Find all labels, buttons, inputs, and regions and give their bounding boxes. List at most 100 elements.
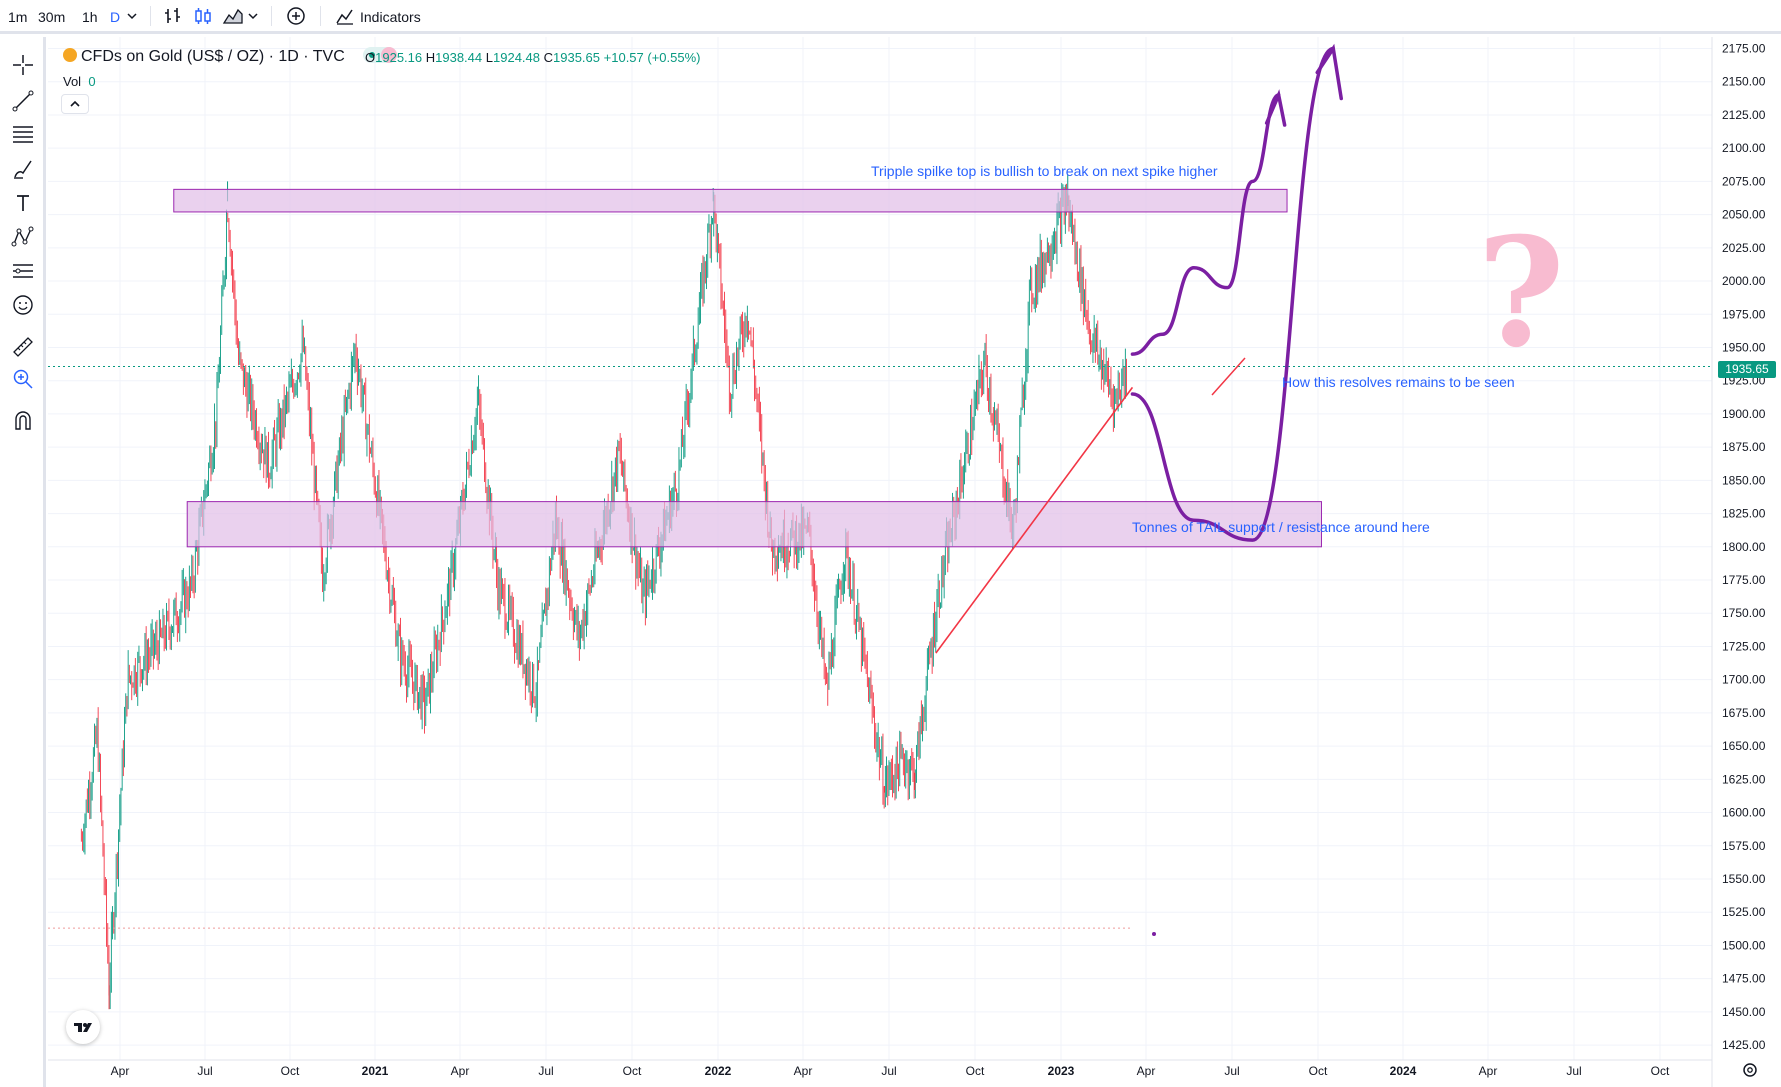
change-value: +10.57 (+0.55%) [603, 50, 701, 65]
chevron-down-icon[interactable] [246, 5, 260, 27]
price-tick-label: 1825.00 [1722, 507, 1766, 521]
price-tick-label: 1950.00 [1722, 340, 1766, 354]
arrow-head [1264, 89, 1287, 127]
price-tick-label: 1450.00 [1722, 1005, 1766, 1019]
candles-layer [80, 174, 1128, 1010]
symbol-title: CFDs on Gold (US$ / OZ) · 1D · TVC [81, 48, 345, 65]
ruler-icon[interactable] [11, 335, 35, 359]
time-tick-label: 2024 [1390, 1064, 1417, 1078]
price-axis[interactable]: 2175.00 2150.00 2125.00 2100.00 2075.00 2050.… [1722, 42, 1766, 1053]
time-tick-label: Jul [881, 1064, 896, 1078]
price-tick-label: 2000.00 [1722, 274, 1766, 288]
timeframe-30m[interactable]: 30m [38, 9, 66, 25]
price-zone-rect[interactable] [173, 188, 1288, 213]
indicators-icon[interactable] [334, 5, 356, 27]
projected-path-dip[interactable] [1130, 46, 1335, 542]
projected-path-bullish[interactable] [1130, 93, 1281, 356]
bar-chart-icon[interactable] [162, 5, 184, 27]
time-tick-label: 2022 [705, 1064, 732, 1078]
chevron-down-icon[interactable] [125, 5, 139, 27]
trend-line-icon[interactable] [11, 89, 35, 113]
price-tick-label: 1775.00 [1722, 573, 1766, 587]
market-status-icon [363, 47, 398, 63]
volume-legend: Vol 0 [63, 74, 96, 89]
add-compare-icon[interactable] [285, 5, 307, 27]
low-value: 1924.48 [493, 50, 540, 65]
candles-icon[interactable] [192, 5, 214, 27]
drawings-layer: ? [48, 43, 1712, 936]
price-tick-label: 1625.00 [1722, 772, 1766, 786]
time-tick-label: Apr [111, 1064, 130, 1078]
question-mark-drawing[interactable]: ? [1477, 205, 1565, 381]
time-tick-label: Oct [966, 1064, 985, 1078]
time-tick-label: Apr [1137, 1064, 1156, 1078]
price-tick-label: 2025.00 [1722, 241, 1766, 255]
arrow-head [1315, 43, 1343, 101]
high-value: 1938.44 [435, 50, 483, 65]
emoji-icon[interactable] [11, 293, 35, 317]
time-tick-label: Oct [1651, 1064, 1670, 1078]
text-icon[interactable] [11, 191, 35, 215]
price-tick-label: 1750.00 [1722, 606, 1766, 620]
timeframe-1h[interactable]: 1h [82, 9, 98, 25]
magnet-icon[interactable] [11, 409, 35, 433]
price-zone-rect[interactable] [186, 501, 1322, 548]
collapse-legend-button[interactable] [61, 94, 89, 114]
open-value: 1925.16 [375, 50, 423, 65]
fib-lines-icon[interactable] [11, 123, 35, 147]
forecast-icon[interactable] [11, 259, 35, 283]
time-tick-label: Apr [794, 1064, 813, 1078]
zoom-in-icon[interactable] [11, 367, 35, 391]
area-chart-icon[interactable] [222, 5, 244, 27]
chevron-up-icon [70, 100, 80, 107]
price-tick-label: 2125.00 [1722, 108, 1766, 122]
time-tick-label: Oct [281, 1064, 300, 1078]
timeframe-1m[interactable]: 1m [8, 9, 28, 25]
price-tick-label: 1875.00 [1722, 440, 1766, 454]
price-tick-label: 1850.00 [1722, 473, 1766, 487]
price-tick-label: 1550.00 [1722, 872, 1766, 886]
gear-icon[interactable] [1740, 1060, 1760, 1080]
price-tick-label: 1650.00 [1722, 739, 1766, 753]
time-tick-label: Jul [538, 1064, 553, 1078]
indicators-button[interactable]: Indicators [360, 9, 421, 25]
current-price-label: 1935.65 [1718, 361, 1776, 378]
brush-icon[interactable] [11, 157, 35, 181]
time-tick-label: Jul [1566, 1064, 1581, 1078]
time-tick-label: Jul [197, 1064, 212, 1078]
time-tick-label: 2023 [1048, 1064, 1075, 1078]
price-tick-label: 1675.00 [1722, 706, 1766, 720]
time-tick-label: Oct [623, 1064, 642, 1078]
toolbar-divider [271, 6, 272, 26]
price-tick-label: 1475.00 [1722, 972, 1766, 986]
time-tick-label: Apr [451, 1064, 470, 1078]
price-tick-label: 1425.00 [1722, 1038, 1766, 1052]
price-tick-label: 1575.00 [1722, 839, 1766, 853]
annotation-resolution[interactable]: How this resolves remains to be seen [1282, 374, 1515, 390]
tradingview-logo-icon [74, 1023, 92, 1032]
tradingview-logo[interactable] [66, 1010, 100, 1044]
annotation-support-zone[interactable]: Tonnes of TAIL support / resistance arou… [1132, 519, 1430, 535]
toolbar-divider [320, 6, 321, 26]
marker-line [1211, 357, 1246, 396]
price-tick-label: 2075.00 [1722, 174, 1766, 188]
drawing-toolbar [0, 37, 46, 1087]
chart-grid [48, 37, 1713, 1087]
symbol-legend[interactable]: CFDs on Gold (US$ / OZ) · 1D · TVC [63, 47, 398, 66]
close-value: 1935.65 [553, 50, 601, 65]
price-tick-label: 1900.00 [1722, 407, 1766, 421]
price-tick-label: 1725.00 [1722, 639, 1766, 653]
annotation-triple-top[interactable]: Tripple spilke top is bullish to break o… [871, 163, 1218, 179]
annotation-dot [1152, 932, 1156, 936]
time-axis[interactable]: Apr Jul Oct 2021 Apr Jul Oct 2022 Apr Jul Oct 2023 A… [111, 1064, 1670, 1078]
timeframe-d[interactable]: D [110, 9, 121, 25]
time-tick-label: Oct [1309, 1064, 1328, 1078]
volume-value: 0 [88, 74, 96, 89]
price-tick-label: 1975.00 [1722, 307, 1766, 321]
time-tick-label: Jul [1224, 1064, 1239, 1078]
price-tick-label: 1600.00 [1722, 806, 1766, 820]
trend-line[interactable] [935, 386, 1134, 654]
crosshair-icon[interactable] [11, 53, 35, 77]
pattern-icon[interactable] [11, 225, 35, 249]
